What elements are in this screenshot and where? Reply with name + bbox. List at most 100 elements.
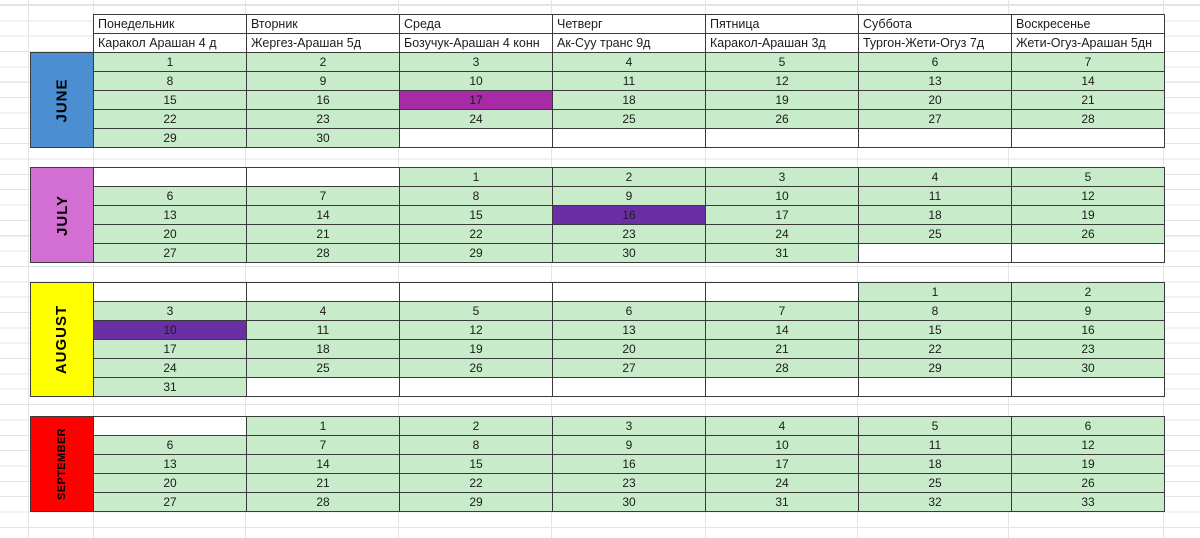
date-cell[interactable]: 23 xyxy=(1012,340,1165,359)
date-cell-empty[interactable] xyxy=(859,129,1012,148)
date-cell-empty[interactable] xyxy=(247,283,400,302)
date-cell[interactable]: 27 xyxy=(94,244,247,263)
day-header-cell[interactable]: Четверг xyxy=(553,15,706,34)
date-cell-empty[interactable] xyxy=(553,283,706,302)
date-cell[interactable]: 14 xyxy=(247,206,400,225)
date-cell[interactable]: 7 xyxy=(247,436,400,455)
date-cell[interactable]: 1 xyxy=(94,53,247,72)
date-cell[interactable]: 10 xyxy=(706,187,859,206)
date-cell[interactable]: 6 xyxy=(553,302,706,321)
date-cell[interactable]: 27 xyxy=(94,493,247,512)
tour-header-cell[interactable]: Ак-Суу транс 9д xyxy=(553,34,706,53)
date-cell[interactable]: 24 xyxy=(706,225,859,244)
date-cell-empty[interactable] xyxy=(247,378,400,397)
date-cell-empty[interactable] xyxy=(1012,378,1165,397)
tour-header-cell[interactable]: Жети-Огуз-Арашан 5дн xyxy=(1012,34,1165,53)
day-header-cell[interactable]: Суббота xyxy=(859,15,1012,34)
date-cell[interactable]: 17 xyxy=(706,455,859,474)
date-cell-empty[interactable] xyxy=(1012,129,1165,148)
date-cell[interactable]: 6 xyxy=(94,187,247,206)
date-cell[interactable]: 3 xyxy=(706,168,859,187)
date-cell[interactable]: 26 xyxy=(706,110,859,129)
date-cell[interactable]: 17 xyxy=(94,340,247,359)
month-label-cell[interactable]: AUGUST xyxy=(31,283,94,397)
date-cell[interactable]: 16 xyxy=(1012,321,1165,340)
month-label-cell[interactable]: JULY xyxy=(31,168,94,263)
date-cell[interactable]: 15 xyxy=(400,206,553,225)
date-cell[interactable]: 19 xyxy=(1012,206,1165,225)
date-cell[interactable]: 11 xyxy=(553,72,706,91)
date-cell[interactable]: 31 xyxy=(706,244,859,263)
date-cell-empty[interactable] xyxy=(400,129,553,148)
date-cell[interactable]: 16 xyxy=(553,455,706,474)
date-cell[interactable]: 2 xyxy=(553,168,706,187)
date-cell[interactable]: 21 xyxy=(706,340,859,359)
date-cell[interactable]: 13 xyxy=(553,321,706,340)
date-cell[interactable]: 21 xyxy=(247,474,400,493)
date-cell[interactable]: 20 xyxy=(859,91,1012,110)
date-cell[interactable]: 29 xyxy=(400,493,553,512)
date-cell-empty[interactable] xyxy=(247,168,400,187)
date-cell[interactable]: 2 xyxy=(1012,283,1165,302)
date-cell[interactable]: 23 xyxy=(553,474,706,493)
date-cell[interactable]: 4 xyxy=(859,168,1012,187)
date-cell[interactable]: 26 xyxy=(1012,474,1165,493)
date-cell[interactable]: 19 xyxy=(706,91,859,110)
date-cell[interactable]: 8 xyxy=(400,187,553,206)
date-cell[interactable]: 30 xyxy=(247,129,400,148)
date-cell[interactable]: 28 xyxy=(247,493,400,512)
date-cell-empty[interactable] xyxy=(859,244,1012,263)
day-header-cell[interactable]: Воскресенье xyxy=(1012,15,1165,34)
date-cell[interactable]: 7 xyxy=(706,302,859,321)
date-cell[interactable]: 5 xyxy=(1012,168,1165,187)
date-cell[interactable]: 13 xyxy=(94,455,247,474)
date-cell[interactable]: 14 xyxy=(247,455,400,474)
date-cell[interactable]: 10 xyxy=(400,72,553,91)
date-cell[interactable]: 32 xyxy=(859,493,1012,512)
date-cell[interactable]: 18 xyxy=(553,91,706,110)
date-cell-empty[interactable] xyxy=(706,378,859,397)
date-cell[interactable]: 22 xyxy=(859,340,1012,359)
date-cell[interactable]: 8 xyxy=(859,302,1012,321)
date-cell[interactable]: 31 xyxy=(706,493,859,512)
date-cell-highlight[interactable]: 17 xyxy=(400,91,553,110)
date-cell[interactable]: 23 xyxy=(247,110,400,129)
date-cell-empty[interactable] xyxy=(94,283,247,302)
tour-header-cell[interactable]: Каракол-Арашан 3д xyxy=(706,34,859,53)
date-cell[interactable]: 33 xyxy=(1012,493,1165,512)
date-cell[interactable]: 12 xyxy=(706,72,859,91)
day-header-cell[interactable]: Понедельник xyxy=(94,15,247,34)
date-cell[interactable]: 12 xyxy=(400,321,553,340)
date-cell[interactable]: 9 xyxy=(1012,302,1165,321)
date-cell[interactable]: 12 xyxy=(1012,187,1165,206)
date-cell[interactable]: 25 xyxy=(553,110,706,129)
date-cell[interactable]: 30 xyxy=(553,493,706,512)
date-cell[interactable]: 8 xyxy=(94,72,247,91)
date-cell-empty[interactable] xyxy=(553,129,706,148)
date-cell[interactable]: 4 xyxy=(553,53,706,72)
date-cell[interactable]: 13 xyxy=(94,206,247,225)
date-cell[interactable]: 25 xyxy=(859,225,1012,244)
date-cell[interactable]: 25 xyxy=(247,359,400,378)
date-cell[interactable]: 11 xyxy=(247,321,400,340)
date-cell[interactable]: 12 xyxy=(1012,436,1165,455)
date-cell[interactable]: 1 xyxy=(859,283,1012,302)
date-cell[interactable]: 1 xyxy=(400,168,553,187)
date-cell[interactable]: 20 xyxy=(553,340,706,359)
date-cell[interactable]: 3 xyxy=(94,302,247,321)
date-cell[interactable]: 19 xyxy=(400,340,553,359)
date-cell[interactable]: 21 xyxy=(1012,91,1165,110)
day-header-cell[interactable]: Пятница xyxy=(706,15,859,34)
date-cell[interactable]: 3 xyxy=(553,417,706,436)
date-cell[interactable]: 24 xyxy=(400,110,553,129)
date-cell[interactable]: 18 xyxy=(247,340,400,359)
date-cell-empty[interactable] xyxy=(553,378,706,397)
date-cell[interactable]: 21 xyxy=(247,225,400,244)
date-cell[interactable]: 24 xyxy=(706,474,859,493)
date-cell-empty[interactable] xyxy=(400,378,553,397)
month-label-cell[interactable]: SEPTEMBER xyxy=(31,417,94,512)
date-cell[interactable]: 26 xyxy=(400,359,553,378)
date-cell[interactable]: 29 xyxy=(94,129,247,148)
tour-header-cell[interactable]: Тургон-Жети-Огуз 7д xyxy=(859,34,1012,53)
date-cell[interactable]: 28 xyxy=(706,359,859,378)
